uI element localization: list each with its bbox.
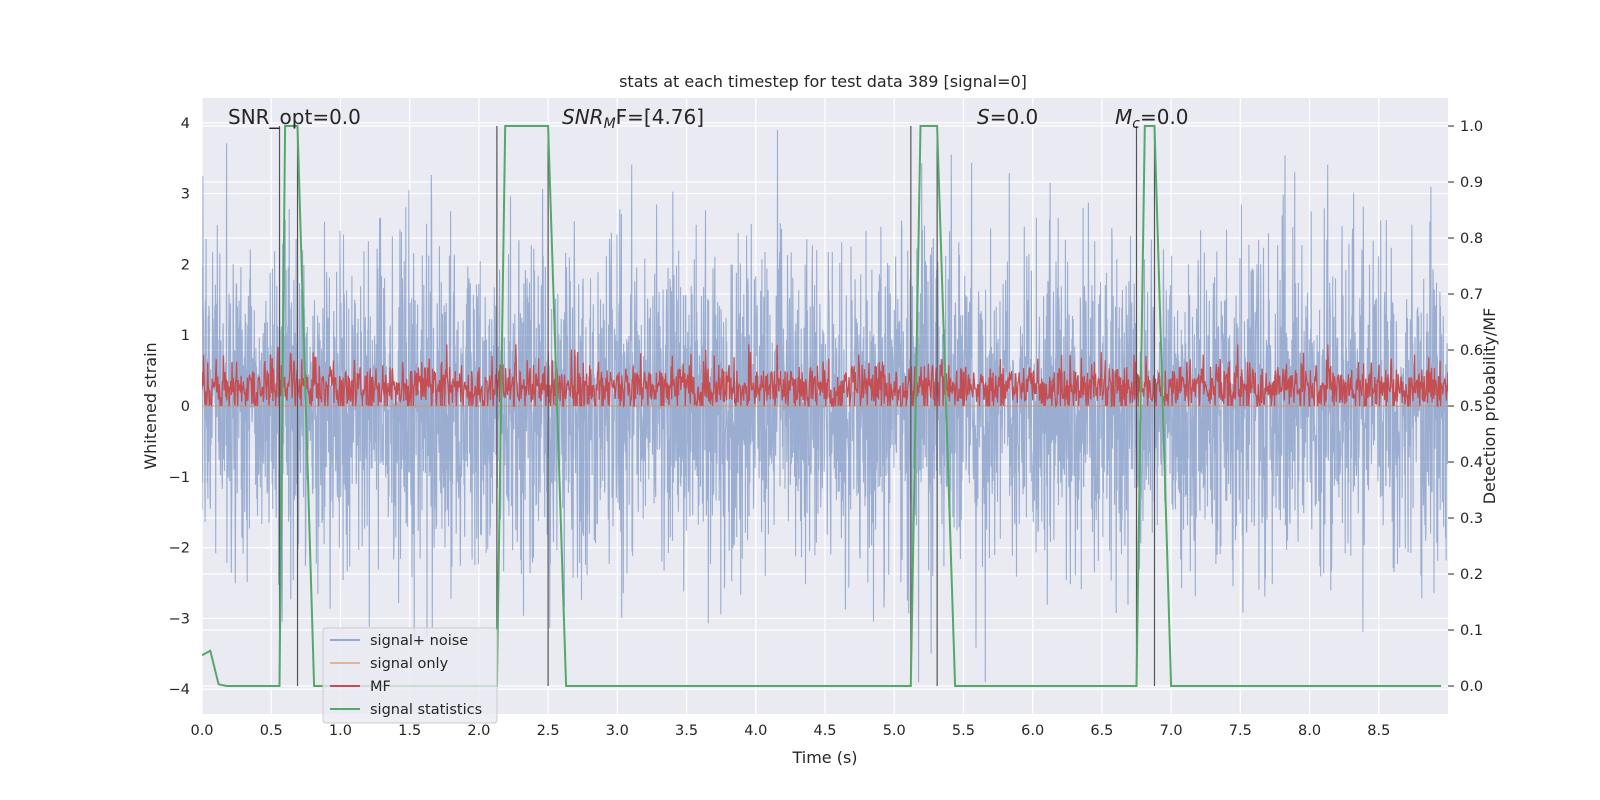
x-tick-label: 3.5 [675, 723, 698, 739]
x-tick-label: 3.0 [606, 723, 629, 739]
left-y-tick-label: 3 [181, 187, 190, 203]
left-y-tick-label: −1 [169, 470, 190, 486]
right-y-tick-label: 0.4 [1460, 455, 1483, 471]
left-y-tick-label: −2 [169, 541, 190, 557]
left-y-tick-label: −4 [169, 682, 190, 698]
right-y-tick-label: 0.2 [1460, 567, 1483, 583]
x-tick-label: 6.0 [1021, 723, 1044, 739]
x-axis-label: Time (s) [791, 748, 857, 767]
right-y-tick-label: 0.0 [1460, 679, 1483, 695]
annotation-snr-opt: SNR_opt=0.0 [228, 105, 361, 129]
annotation-mc: Mc=0.0 [1115, 105, 1189, 132]
legend: signal+ noise signal only MF signal stat… [322, 627, 498, 724]
legend-label-mf: MF [370, 679, 391, 695]
x-tick-label: 5.0 [883, 723, 906, 739]
x-tick-label: 2.5 [537, 723, 560, 739]
x-tick-label: 7.5 [1229, 723, 1252, 739]
right-y-axis-label: Detection probability/MF [1480, 308, 1499, 505]
right-y-tick-label: 0.6 [1460, 343, 1483, 359]
right-y-tick-label: 0.3 [1460, 511, 1483, 527]
x-tick-label: 8.5 [1367, 723, 1390, 739]
x-tick-label: 0.0 [190, 723, 213, 739]
x-tick-label: 0.5 [260, 723, 283, 739]
series-signal-statistics [202, 125, 1442, 687]
legend-box [322, 627, 498, 724]
chart-title: stats at each timestep for test data 389… [619, 72, 1027, 91]
right-y-tick-label: 0.1 [1460, 623, 1483, 639]
left-y-tick-label: 1 [181, 328, 190, 344]
left-y-tick-labels: 4 3 2 1 0 −1 −2 −3 −4 [169, 116, 190, 698]
left-y-tick-label: 0 [181, 399, 190, 415]
left-y-tick-label: 4 [181, 116, 190, 132]
right-y-tick-label: 0.8 [1460, 231, 1483, 247]
x-tick-labels: 0.0 0.5 1.0 1.5 2.0 2.5 3.0 3.5 4.0 4.5 5.0 5.5 6.0 6… [190, 723, 1390, 739]
x-tick-label: 4.5 [813, 723, 836, 739]
x-tick-label: 1.0 [329, 723, 352, 739]
x-tick-label: 4.0 [744, 723, 767, 739]
x-tick-label: 2.0 [467, 723, 490, 739]
series-mf [202, 344, 1448, 408]
right-y-tick-label: 1.0 [1460, 119, 1483, 135]
x-tick-label: 1.5 [398, 723, 421, 739]
x-tick-label: 6.5 [1090, 723, 1113, 739]
x-tick-label: 8.0 [1298, 723, 1321, 739]
legend-label-signal-noise: signal+ noise [370, 633, 468, 649]
left-y-grid [202, 122, 1448, 690]
legend-label-signal-statistics: signal statistics [370, 702, 482, 718]
x-tick-label: 5.5 [952, 723, 975, 739]
left-y-axis-label: Whitened strain [141, 342, 160, 469]
x-tick-label: 7.0 [1160, 723, 1183, 739]
left-y-tick-label: 2 [181, 257, 190, 273]
annotation-snr-mf: SNRMF=[4.76] [562, 105, 704, 132]
legend-label-signal-only: signal only [370, 656, 449, 672]
right-y-tick-labels: 1.0 0.9 0.8 0.7 0.6 0.5 0.4 0.3 0.2 0.1 0.0 [1448, 119, 1483, 695]
right-y-tick-label: 0.7 [1460, 287, 1483, 303]
left-y-tick-label: −3 [169, 611, 190, 627]
annotation-s: S=0.0 [977, 105, 1038, 129]
right-y-tick-label: 0.9 [1460, 175, 1483, 191]
right-y-tick-label: 0.5 [1460, 399, 1483, 415]
